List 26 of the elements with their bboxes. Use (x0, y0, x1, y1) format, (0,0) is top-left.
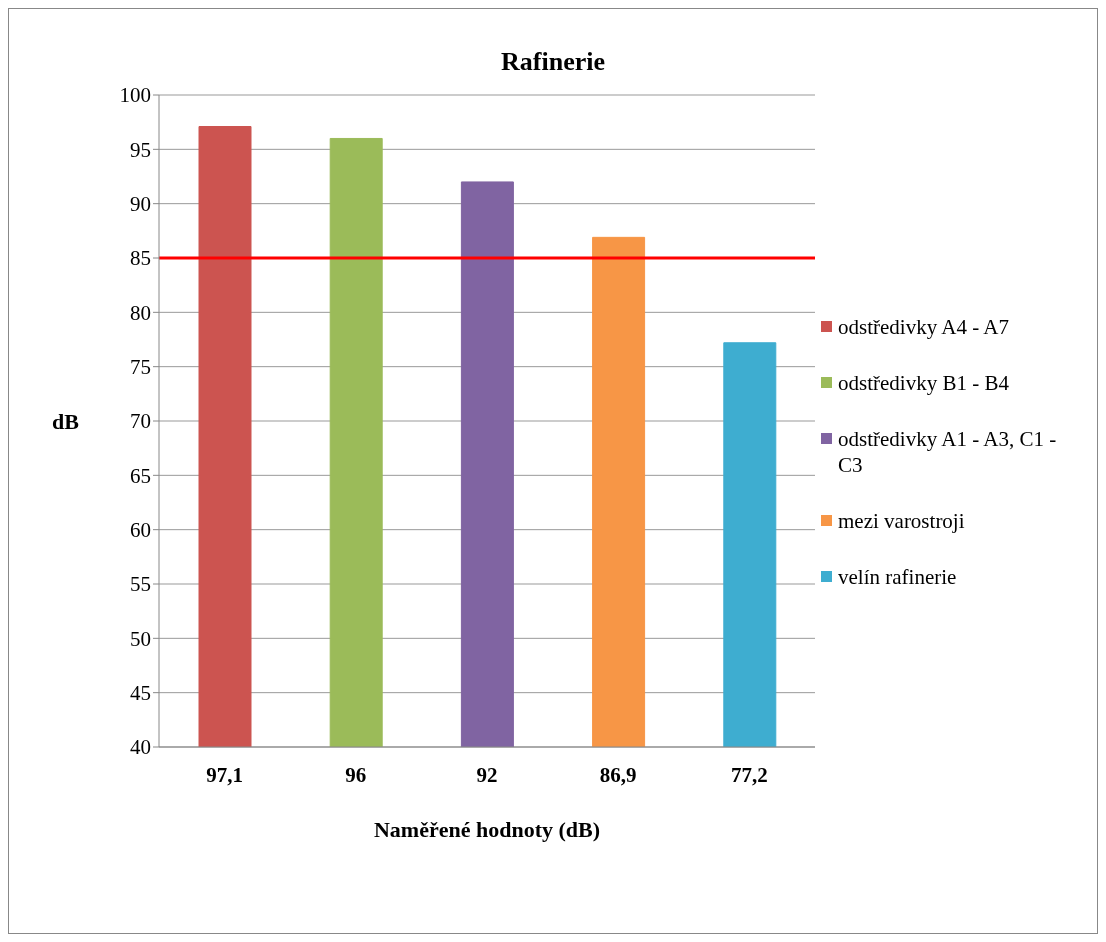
y-tick-label: 40 (130, 735, 151, 760)
x-tick-label: 96 (345, 762, 367, 787)
x-tick-label: 86,9 (599, 762, 637, 787)
legend-label: velín rafinerie (838, 564, 958, 590)
y-tick-label: 80 (130, 300, 151, 325)
y-tick-label: 50 (130, 626, 151, 651)
x-tick-label: 77,2 (731, 762, 768, 787)
y-tick-label: 75 (130, 355, 151, 380)
chart-title: Rafinerie (501, 47, 605, 76)
y-tick-label: 100 (119, 83, 151, 108)
x-tick-label: 97,1 (206, 762, 243, 787)
y-tick-label: 85 (130, 246, 151, 271)
y-axis-title: dB (52, 408, 80, 434)
legend-label: odstředivky B1 - B4 (838, 370, 1010, 396)
legend-label: odstředivky A1 - A3, C1 - C3 (838, 426, 1058, 478)
x-axis-title: Naměřené hodnoty (dB) (373, 817, 601, 842)
y-tick-label: 70 (130, 409, 151, 434)
legend-label: odstředivky A4 - A7 (838, 314, 1010, 340)
y-tick-label: 45 (130, 681, 151, 706)
y-tick-label: 55 (130, 572, 151, 597)
y-tick-label: 95 (130, 137, 151, 162)
x-tick-label: 92 (476, 762, 498, 787)
y-tick-label: 60 (130, 518, 151, 543)
y-tick-label: 65 (130, 463, 151, 488)
y-tick-label: 90 (130, 192, 151, 217)
legend-label: mezi varostroji (838, 508, 966, 534)
